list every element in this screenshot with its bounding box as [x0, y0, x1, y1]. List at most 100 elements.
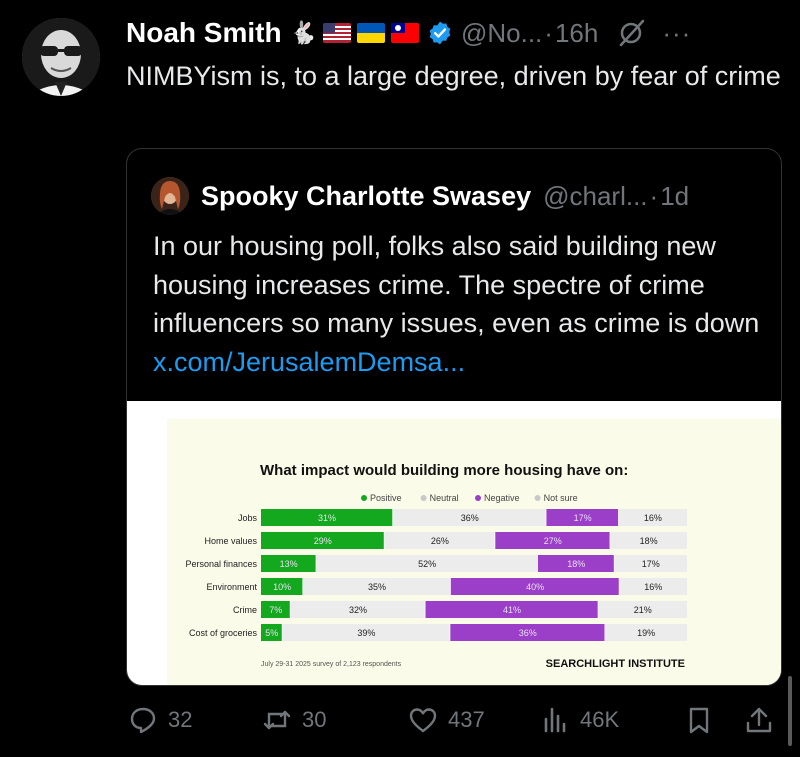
author-handle[interactable]: @No... [460, 17, 543, 48]
bar-segment-positive [261, 578, 304, 595]
bookmark-icon [689, 707, 709, 734]
data-label: 21% [634, 605, 652, 615]
legend-label-not-sure: Not sure [544, 493, 578, 503]
chart-brand: SEARCHLIGHT INSTITUTE [546, 658, 685, 670]
views-button[interactable]: 46K [540, 700, 619, 740]
legend-marker-neutral [420, 495, 427, 501]
bar-segment-positive [261, 624, 283, 641]
data-label: 39% [357, 628, 375, 638]
data-label: 35% [368, 582, 386, 592]
reply-icon [130, 707, 156, 734]
data-label: 31% [318, 513, 336, 523]
bar-segment-not-sure [605, 624, 687, 641]
housing-impact-chart: What impact would building more housing … [185, 462, 687, 670]
quoted-post[interactable]: Spooky Charlotte Swasey @charl... · 1d I… [126, 148, 782, 686]
ukraine-flag-icon [356, 23, 385, 43]
more-options-icon[interactable]: ··· [662, 17, 692, 48]
bar-segment-negative [495, 532, 611, 549]
data-label: 36% [519, 628, 537, 638]
data-label: 17% [574, 513, 592, 523]
repost-button[interactable]: 30 [262, 700, 326, 740]
bar-segment-not-sure [610, 532, 687, 549]
category-label: Personal finances [185, 559, 257, 569]
bar-segment-positive [261, 532, 385, 549]
views-icon [544, 707, 566, 733]
repost-icon [263, 710, 291, 730]
repost-count: 30 [302, 707, 327, 732]
data-label: 7% [269, 605, 282, 615]
bar-segment-positive [261, 509, 394, 526]
bar-segment-positive [261, 601, 291, 618]
data-label: 10% [273, 582, 291, 592]
bar-segment-positive [261, 555, 317, 572]
bar-segment-negative [450, 624, 606, 641]
bar-segment-negative [425, 601, 599, 618]
legend-label-positive: Positive [370, 493, 402, 503]
quoted-post-timestamp[interactable]: 1d [660, 180, 690, 211]
data-label: 13% [280, 559, 298, 569]
quoted-author-name[interactable]: Spooky Charlotte Swasey [201, 180, 532, 211]
legend-marker-not-sure [534, 495, 541, 501]
bar-segment-neutral [316, 555, 538, 572]
author-avatar[interactable] [22, 18, 100, 96]
scrollbar[interactable] [788, 676, 792, 746]
share-button[interactable] [744, 700, 774, 740]
author-name[interactable]: Noah Smith [126, 17, 282, 48]
data-label: 17% [642, 559, 660, 569]
category-label: Environment [206, 582, 257, 592]
us-flag-icon [322, 23, 351, 43]
bar-segment-neutral [303, 578, 451, 595]
legend-marker-positive [361, 495, 367, 501]
data-label: 27% [544, 536, 562, 546]
data-label: 52% [418, 559, 436, 569]
chart-title: What impact would building more housing … [260, 462, 628, 479]
chart-image[interactable]: What impact would building more housing … [127, 401, 781, 685]
data-label: 5% [265, 628, 278, 638]
chart-panel: What impact would building more housing … [167, 419, 781, 685]
chart-footnote: July 29-31 2025 survey of 2,123 responde… [261, 661, 402, 668]
bar-segment-not-sure [598, 601, 687, 618]
legend-label-negative: Negative [484, 493, 520, 503]
reply-button[interactable]: 32 [128, 700, 192, 740]
action-bar: 32 30 437 46K [0, 700, 800, 740]
legend-label-neutral: Neutral [430, 493, 459, 503]
like-button[interactable]: 437 [408, 700, 485, 740]
legend-marker-negative [475, 495, 481, 501]
post-text: NIMBYism is, to a large degree, driven b… [126, 61, 781, 91]
data-label: 18% [567, 559, 585, 569]
bar-segment-neutral [282, 624, 451, 641]
category-label: Jobs [238, 513, 258, 523]
views-count: 46K [580, 707, 620, 732]
category-label: Home values [204, 536, 257, 546]
bar-segment-neutral [393, 509, 547, 526]
data-label: 32% [349, 605, 367, 615]
post-timestamp[interactable]: 16h [554, 17, 599, 48]
data-label: 29% [314, 536, 332, 546]
data-label: 16% [644, 513, 662, 523]
category-label: Cost of groceries [189, 628, 258, 638]
grok-icon[interactable] [616, 18, 646, 48]
data-label: 36% [461, 513, 479, 523]
rabbit-emoji: 🐇 [289, 20, 317, 45]
reply-count: 32 [168, 707, 193, 732]
share-icon [746, 707, 772, 733]
quoted-author-avatar[interactable] [151, 177, 189, 215]
data-label: 41% [503, 605, 521, 615]
heart-icon [409, 708, 437, 733]
bar-segment-not-sure [619, 578, 687, 595]
data-label: 19% [637, 628, 655, 638]
bar-segment-not-sure [614, 555, 687, 572]
bar-segment-negative [450, 578, 620, 595]
bookmark-button[interactable] [684, 700, 714, 740]
post-header: Noah Smith 🐇 @No... · 16h [126, 14, 784, 52]
data-label: 26% [431, 536, 449, 546]
bar-segment-not-sure [618, 509, 687, 526]
verified-badge-icon[interactable] [427, 20, 453, 46]
quoted-post-link[interactable]: x.com/JerusalemDemsa... [153, 346, 466, 377]
like-count: 437 [448, 707, 485, 732]
quoted-post-header: Spooky Charlotte Swasey @charl... · 1d [151, 177, 765, 215]
quoted-separator-dot: · [649, 180, 659, 211]
quoted-post-body: In our housing poll, folks also said bui… [153, 231, 760, 338]
separator-dot: · [544, 17, 553, 48]
quoted-author-handle[interactable]: @charl... [543, 180, 648, 211]
